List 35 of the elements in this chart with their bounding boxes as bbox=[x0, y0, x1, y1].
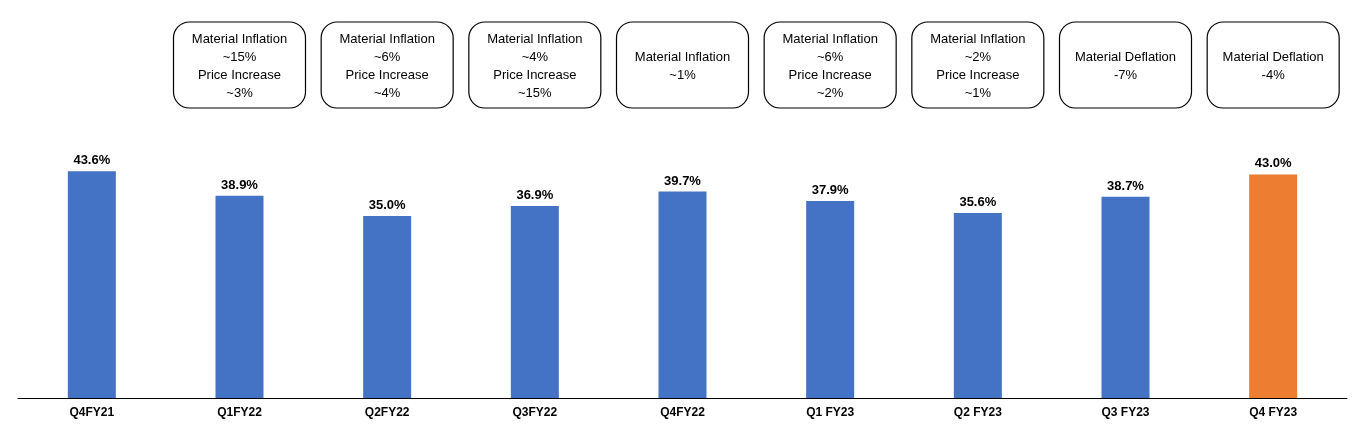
bar bbox=[1249, 174, 1298, 398]
x-tick-label: Q1 FY23 bbox=[806, 405, 855, 419]
text: Material Inflation ~1% bbox=[634, 48, 731, 82]
data-label: 36.9% bbox=[516, 187, 554, 203]
text: Material Deflation -4% bbox=[1222, 48, 1324, 82]
text: Material Deflation -7% bbox=[1074, 48, 1177, 82]
data-label: 39.7% bbox=[664, 172, 702, 188]
text: Material Inflation ~15% Price Increase ~3% bbox=[191, 30, 288, 100]
bar bbox=[215, 195, 264, 398]
x-tick-label: Q4FY21 bbox=[69, 405, 115, 419]
bar bbox=[1101, 196, 1150, 398]
text: Material Inflation ~6% Price Increase ~4% bbox=[339, 30, 435, 100]
text: Material Inflation ~2% Price Increase ~1% bbox=[930, 30, 1026, 100]
data-label: 43.0% bbox=[1254, 155, 1293, 171]
x-tick-label: Q2 FY23 bbox=[953, 405, 1003, 419]
data-label: 38.9% bbox=[221, 176, 259, 192]
data-label: 35.6% bbox=[959, 193, 997, 209]
data-label: 35.0% bbox=[368, 197, 407, 212]
data-label: 37.9% bbox=[811, 181, 850, 197]
data-label: 38.7% bbox=[1107, 177, 1145, 193]
x-tick-label: Q3FY22 bbox=[512, 405, 558, 419]
bar bbox=[363, 216, 412, 398]
bar bbox=[806, 200, 855, 398]
text: Material Inflation ~6% Price Increase ~2% bbox=[782, 30, 878, 100]
x-tick-label: Q4 FY23 bbox=[1249, 405, 1298, 419]
x-tick-label: Q3 FY23 bbox=[1101, 405, 1150, 419]
bar bbox=[510, 206, 559, 398]
bar bbox=[658, 191, 707, 398]
bar bbox=[67, 171, 116, 398]
data-label: 43.6% bbox=[73, 152, 111, 168]
x-tick-label: Q1FY22 bbox=[217, 405, 263, 419]
x-tick-label: Q4FY22 bbox=[660, 405, 706, 419]
x-tick-label: Q2FY22 bbox=[364, 405, 410, 419]
bar bbox=[953, 212, 1002, 398]
text: Material Inflation ~4% Price Increase ~15% bbox=[487, 30, 583, 100]
